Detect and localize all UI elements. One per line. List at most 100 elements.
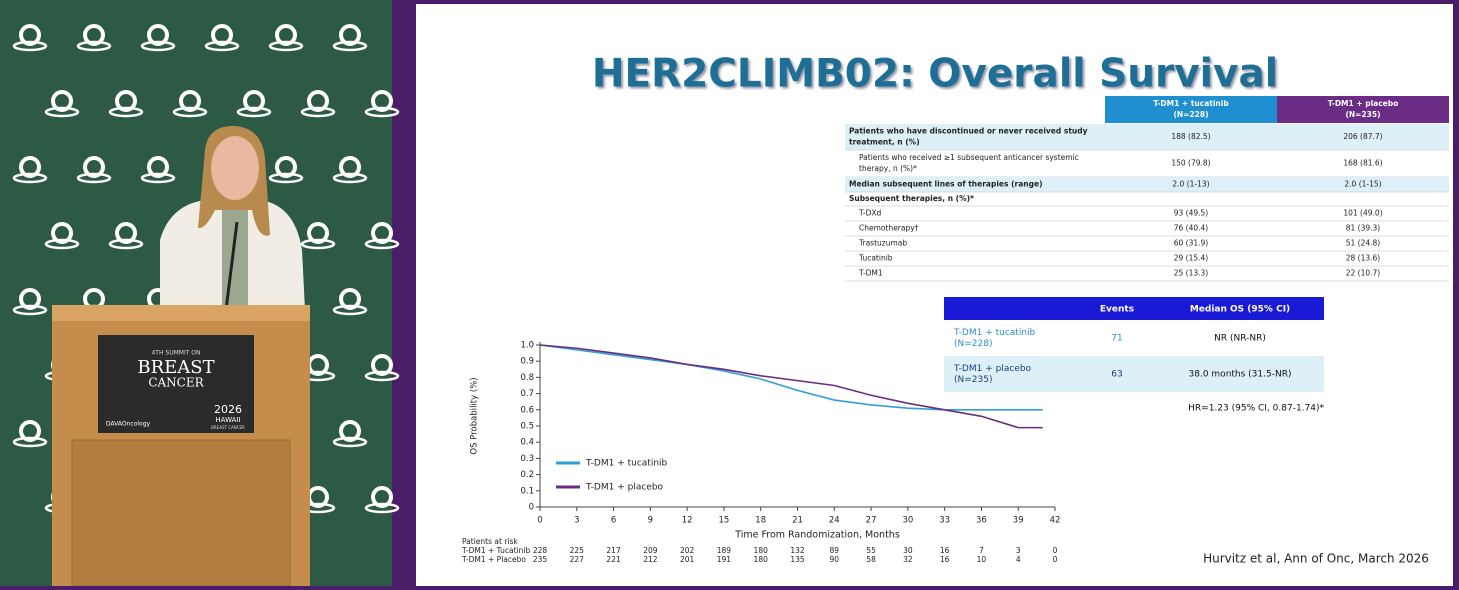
x-tick-label: 42	[1050, 516, 1061, 526]
logo	[115, 222, 137, 244]
risk-count: 217	[606, 546, 621, 555]
cell: 2.0 (1-13)	[1172, 180, 1209, 189]
logo	[179, 90, 201, 112]
efficacy-median: 38.0 months (31.5-NR)	[1189, 370, 1292, 380]
logo	[332, 40, 368, 52]
risk-count: 55	[866, 546, 876, 555]
y-tick-label: 0.6	[520, 405, 534, 415]
x-tick-label: 27	[866, 516, 877, 526]
logo	[12, 40, 48, 52]
cell: 81 (39.3)	[1346, 224, 1381, 233]
logo	[19, 156, 41, 178]
microphone	[224, 221, 239, 311]
x-tick-label: 6	[611, 516, 616, 526]
x-tick-label: 9	[648, 516, 653, 526]
header-cell	[1105, 96, 1277, 123]
logo	[339, 288, 361, 310]
logo	[339, 24, 361, 46]
podium-text: 2026	[214, 403, 242, 416]
logo	[44, 238, 80, 250]
cell: 60 (31.9)	[1174, 239, 1209, 248]
risk-count: 221	[606, 555, 621, 564]
logo	[19, 24, 41, 46]
cell: 51 (24.8)	[1346, 239, 1381, 248]
x-tick-label: 0	[537, 516, 542, 526]
column-header: T-DM1 + placebo	[1328, 99, 1399, 108]
logo	[307, 222, 329, 244]
cell: 101 (49.0)	[1343, 209, 1382, 218]
efficacy-shade	[944, 356, 1324, 392]
cell: 93 (49.5)	[1174, 209, 1209, 218]
logo	[172, 106, 208, 118]
efficacy-label: T-DM1 + placebo	[953, 364, 1032, 374]
row-label: Chemotherapy†	[859, 224, 919, 233]
efficacy-events: 71	[1111, 334, 1122, 344]
logo	[371, 222, 393, 244]
y-tick-label: 0.8	[520, 373, 534, 383]
risk-count: 209	[643, 546, 658, 555]
survival-curve	[539, 344, 1043, 411]
logo	[19, 420, 41, 442]
podium-text: 4TH SUMMIT ON	[151, 350, 200, 357]
logo	[364, 502, 400, 514]
logo	[76, 40, 112, 52]
x-tick-label: 3	[574, 516, 579, 526]
risk-count: 189	[717, 546, 732, 555]
logo	[339, 156, 361, 178]
x-tick-label: 15	[719, 516, 730, 526]
risk-count: 90	[830, 555, 840, 564]
x-tick-label: 18	[755, 516, 766, 526]
logo	[44, 106, 80, 118]
row-label: Trastuzumab	[858, 239, 907, 248]
x-tick-label: 21	[792, 516, 803, 526]
cell: 150 (79.8)	[1171, 159, 1210, 168]
efficacy-header	[944, 297, 1324, 320]
risk-name: T-DM1 + Placebo	[461, 555, 526, 564]
legend-label: T-DM1 + tucatinib	[585, 459, 668, 469]
y-tick-label: 0.1	[520, 486, 534, 496]
logo	[204, 40, 240, 52]
logo	[243, 90, 265, 112]
risk-count: 16	[940, 546, 950, 555]
row-shade	[845, 124, 1449, 150]
x-tick-label: 33	[939, 516, 950, 526]
cell: 28 (13.6)	[1346, 254, 1381, 263]
risk-count: 89	[830, 546, 840, 555]
cell: 29 (15.4)	[1174, 254, 1209, 263]
row-label: T-DXd	[858, 209, 882, 218]
header-cell	[1277, 96, 1449, 123]
logo	[76, 172, 112, 184]
podium-panel	[71, 439, 291, 587]
row-label: treatment, n (%)	[849, 138, 920, 147]
risk-count: 132	[790, 546, 805, 555]
logo	[364, 106, 400, 118]
risk-count: 227	[570, 555, 585, 564]
logo	[211, 24, 233, 46]
logo	[19, 288, 41, 310]
y-tick-label: 0.2	[520, 470, 534, 480]
column-header: (N=235)	[1345, 110, 1380, 119]
speaker-face	[211, 136, 259, 200]
legend-label: T-DM1 + placebo	[585, 483, 664, 493]
y-tick-label: 0.9	[520, 357, 534, 367]
y-tick-label: 0	[529, 503, 534, 513]
risk-count: 0	[1053, 555, 1058, 564]
efficacy-label: (N=228)	[954, 339, 992, 349]
cell: 22 (10.7)	[1346, 269, 1381, 278]
logo	[268, 40, 304, 52]
logo	[275, 156, 297, 178]
row-label: Tucatinib	[858, 254, 893, 263]
logo	[147, 156, 169, 178]
logo	[12, 172, 48, 184]
efficacy-median: NR (NR-NR)	[1214, 334, 1266, 344]
logo	[364, 370, 400, 382]
risk-count: 202	[680, 546, 695, 555]
risk-count: 235	[533, 555, 548, 564]
efficacy-label: T-DM1 + tucatinib	[953, 328, 1036, 338]
efficacy-events: 63	[1111, 370, 1122, 380]
row-label: Median subsequent lines of therapies (ra…	[849, 180, 1043, 189]
risk-count: 32	[903, 555, 913, 564]
logo	[307, 90, 329, 112]
